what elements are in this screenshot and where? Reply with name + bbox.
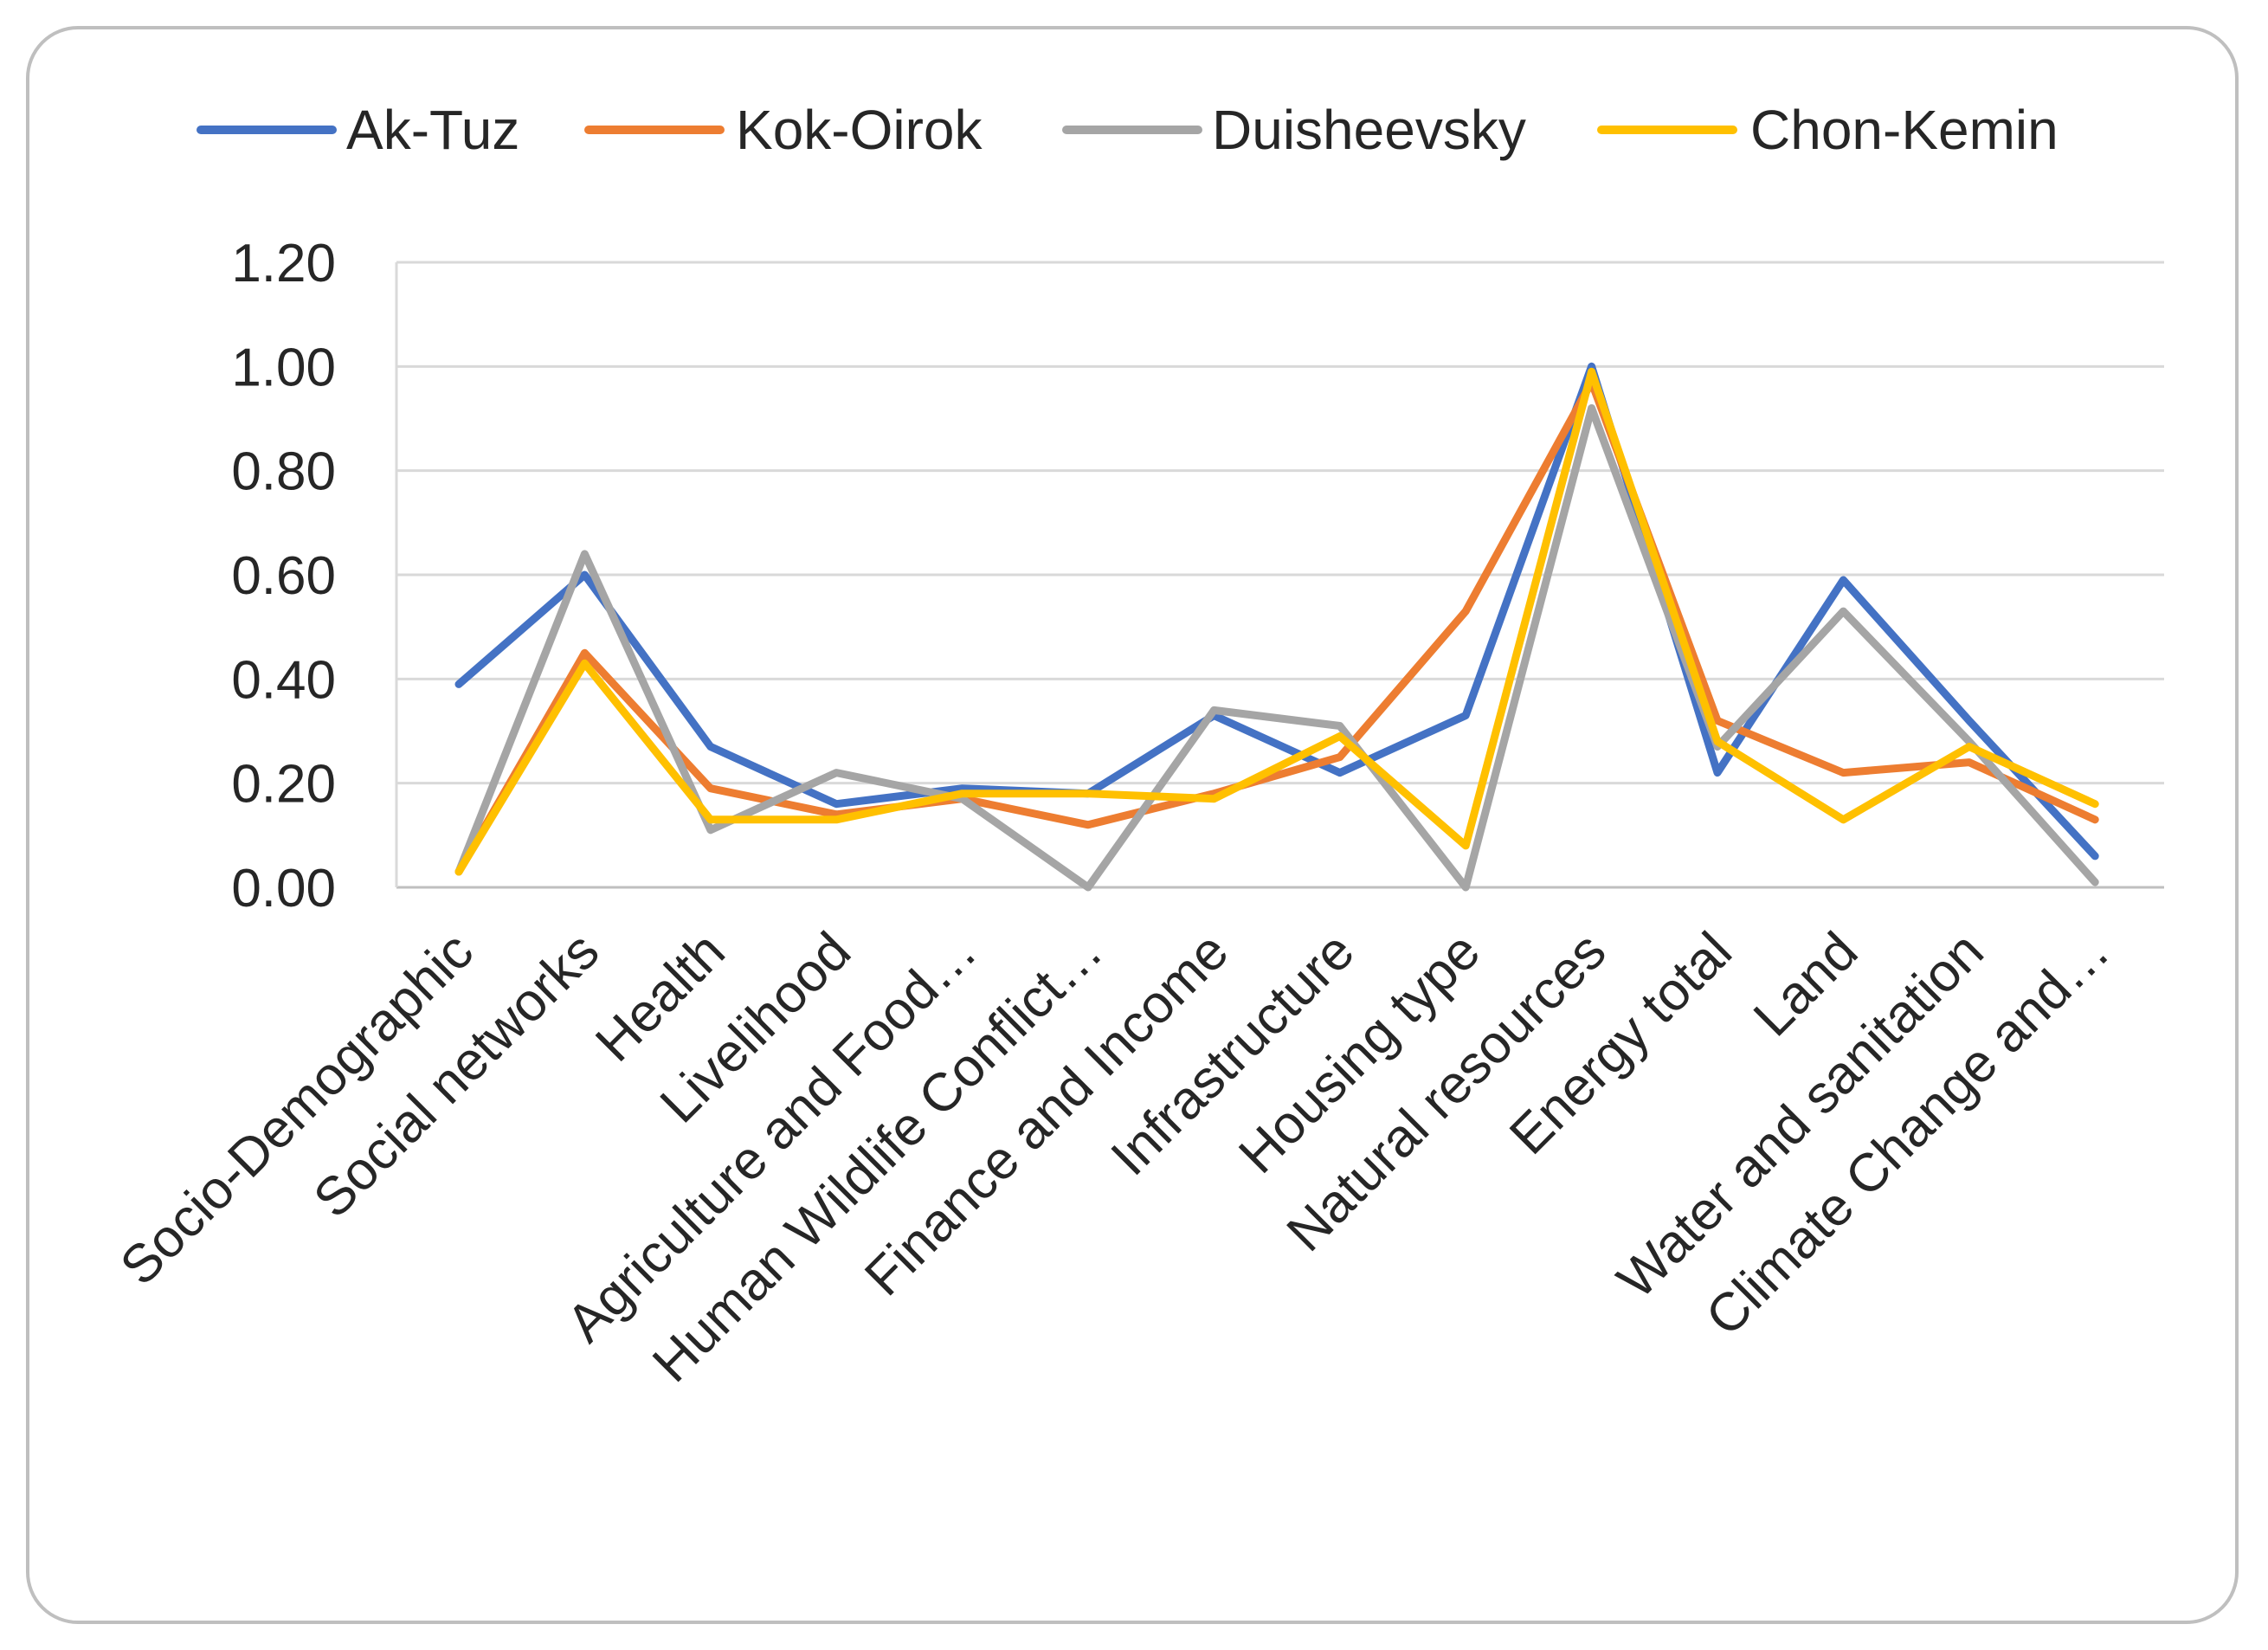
series-lines — [454, 362, 2099, 892]
axes — [395, 262, 2164, 889]
legend-label-chon-kemin: Chon-Kemin — [1750, 99, 2059, 161]
series-line-kok-oirok — [454, 377, 2099, 876]
y-tick-label: 0.00 — [231, 859, 336, 918]
legend-label-duisheevsky: Duisheevsky — [1212, 99, 1526, 161]
legend: Ak-Tuz Kok-Oirok Duisheevsky Chon-Kemin — [197, 99, 2059, 161]
series-line-chon-kemin — [454, 367, 2099, 876]
gridlines — [396, 261, 2164, 785]
y-tick-label: 0.20 — [231, 755, 336, 815]
y-tick-label: 1.20 — [231, 234, 336, 293]
y-axis-tick-labels: 0.00 0.20 0.40 0.60 0.80 1.00 1.20 — [231, 234, 336, 918]
y-tick-label: 1.00 — [231, 338, 336, 397]
legend-label-kok-oirok: Kok-Oirok — [736, 99, 983, 161]
series-line-ak-tuz — [454, 362, 2099, 860]
legend-label-ak-tuz: Ak-Tuz — [346, 99, 519, 161]
y-tick-label: 0.40 — [231, 650, 336, 710]
y-tick-label: 0.80 — [231, 442, 336, 502]
y-tick-label: 0.60 — [231, 546, 336, 606]
